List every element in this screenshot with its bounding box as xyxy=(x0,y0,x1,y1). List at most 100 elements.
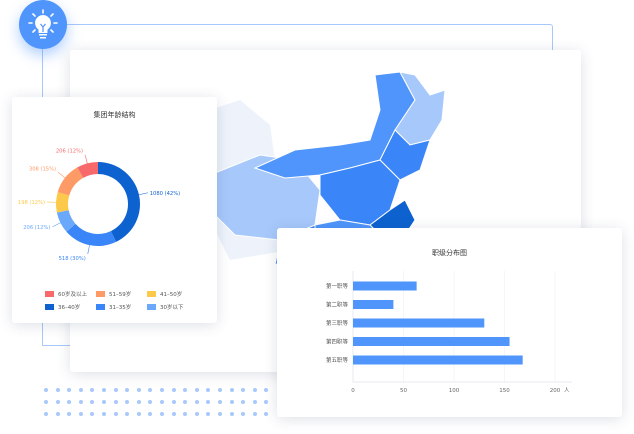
dot xyxy=(136,388,141,392)
label-leader xyxy=(52,222,61,228)
dot xyxy=(90,412,95,416)
donut-slice[interactable] xyxy=(57,167,84,196)
donut-slice[interactable] xyxy=(56,210,76,232)
dot xyxy=(218,400,222,404)
donut-slice[interactable] xyxy=(98,162,141,242)
legend-swatch xyxy=(147,304,156,310)
y-category-label: 第五职等 xyxy=(326,356,349,364)
label-leader xyxy=(87,245,90,255)
dot xyxy=(171,412,176,416)
dot xyxy=(264,412,269,416)
y-category-label: 第四职等 xyxy=(326,338,349,346)
level-chart-title: 职级分布图 xyxy=(432,249,467,257)
label-leader xyxy=(84,154,88,164)
dot xyxy=(241,400,246,404)
donut-slice[interactable] xyxy=(56,192,70,213)
dot xyxy=(102,400,106,404)
y-category-label: 第三职等 xyxy=(326,319,349,327)
legend-item[interactable]: 31–35岁 xyxy=(96,303,131,311)
slice-label: 1080 (42%) xyxy=(150,191,180,197)
legend-item[interactable]: 30岁以下 xyxy=(147,303,184,311)
label-leader xyxy=(57,172,66,179)
map-region-northeast xyxy=(394,71,446,146)
dot xyxy=(90,388,95,392)
dot xyxy=(113,400,118,404)
bar[interactable] xyxy=(353,281,417,291)
dot xyxy=(171,400,176,404)
slice-label: 206 (12%) xyxy=(23,225,50,231)
legend-label: 36–40岁 xyxy=(58,305,81,311)
dot xyxy=(125,400,130,404)
legend-item[interactable]: 60岁及以上 xyxy=(45,290,87,298)
x-tick-label: 150 xyxy=(499,388,510,394)
dot xyxy=(67,400,72,404)
dot xyxy=(206,412,211,416)
dot xyxy=(183,400,188,404)
legend-swatch xyxy=(96,304,105,310)
dot xyxy=(218,388,222,392)
dot xyxy=(78,412,83,416)
legend-label: 41–50岁 xyxy=(160,292,183,298)
dot xyxy=(206,400,211,404)
legend-swatch xyxy=(45,304,54,310)
dot xyxy=(218,412,222,416)
x-tick-label: 50 xyxy=(400,388,407,394)
dot xyxy=(241,412,246,416)
dot xyxy=(67,388,72,392)
dot xyxy=(78,400,83,404)
dot xyxy=(194,400,199,404)
x-tick-label: 0 xyxy=(351,388,355,394)
dot xyxy=(229,388,234,392)
dot xyxy=(160,400,164,404)
legend-swatch xyxy=(147,291,156,297)
legend-swatch xyxy=(45,291,54,297)
legend-item[interactable]: 36–40岁 xyxy=(45,303,80,311)
bar[interactable] xyxy=(353,355,523,365)
donut-slice[interactable] xyxy=(77,162,98,178)
y-category-label: 第二职等 xyxy=(326,301,349,309)
age-donut-chart: 1080 (42%) 518 (30%) 206 (12%) 198 (12%) 308… xyxy=(18,149,180,262)
legend-label: 60岁及以上 xyxy=(58,292,87,298)
dot xyxy=(183,388,188,392)
connector-line-top xyxy=(60,24,553,51)
dot xyxy=(148,412,153,416)
dot xyxy=(136,400,141,404)
dot xyxy=(125,412,130,416)
dot xyxy=(194,388,199,392)
dot xyxy=(252,388,257,392)
dot xyxy=(183,412,188,416)
x-tick-label: 100 xyxy=(449,388,460,394)
dot xyxy=(67,412,72,416)
legend-label: 30岁以下 xyxy=(160,305,184,311)
dot xyxy=(148,388,153,392)
dot xyxy=(102,412,106,416)
legend-item[interactable]: 51–59岁 xyxy=(96,290,131,298)
age-chart-title: 集团年龄结构 xyxy=(93,111,136,119)
dot xyxy=(55,400,60,404)
legend-item[interactable]: 41–50岁 xyxy=(147,290,182,298)
dot xyxy=(148,400,153,404)
donut-slice[interactable] xyxy=(66,223,117,247)
bar[interactable] xyxy=(353,337,510,346)
x-tick-label: 200 xyxy=(550,388,561,394)
y-category-label: 第一职等 xyxy=(326,282,349,290)
dot xyxy=(113,412,118,416)
dot xyxy=(136,412,141,416)
bar[interactable] xyxy=(353,300,394,309)
dot xyxy=(229,400,234,404)
dot xyxy=(113,388,118,392)
dot xyxy=(206,388,211,392)
label-leader xyxy=(138,192,148,196)
dot xyxy=(264,388,269,392)
dot xyxy=(90,400,95,404)
dot xyxy=(55,388,60,392)
dot xyxy=(44,400,48,404)
slice-label: 518 (30%) xyxy=(59,256,86,262)
legend-swatch xyxy=(96,291,105,297)
bar[interactable] xyxy=(353,318,485,328)
dot xyxy=(241,388,246,392)
dot xyxy=(171,388,176,392)
dot xyxy=(252,400,257,404)
dot xyxy=(125,388,130,392)
